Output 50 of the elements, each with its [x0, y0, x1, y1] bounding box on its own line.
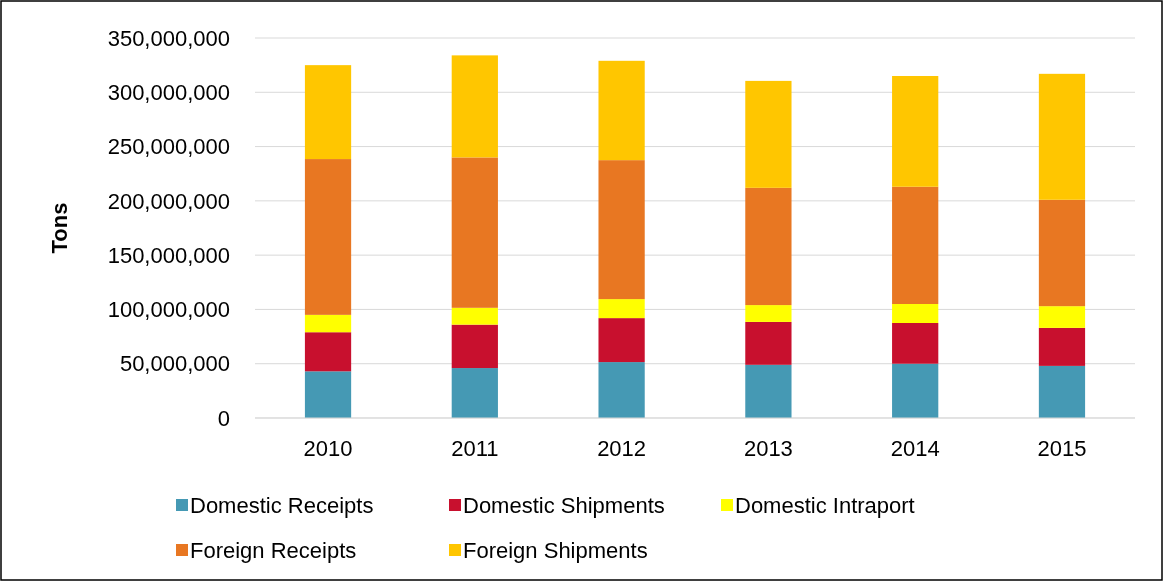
- legend-label: Domestic Shipments: [463, 492, 665, 518]
- bar: [451, 55, 498, 158]
- bar: [745, 305, 792, 322]
- y-axis-title: Tons: [47, 202, 72, 254]
- x-tick-label: 2010: [303, 436, 353, 461]
- bar: [304, 332, 352, 372]
- bar: [598, 318, 645, 363]
- bar: [892, 323, 939, 364]
- x-tick-label: 2013: [743, 436, 793, 461]
- bar: [304, 65, 352, 160]
- legend-label: Domestic Intraport: [735, 492, 915, 518]
- bar: [304, 159, 352, 315]
- y-tick-label: 250,000,000: [107, 134, 230, 160]
- y-tick-label: 50,000,000: [119, 351, 230, 377]
- bar: [745, 187, 792, 306]
- bar: [598, 362, 645, 418]
- bar: [745, 364, 792, 418]
- y-tick-label: 0: [217, 405, 230, 431]
- y-tick-label: 300,000,000: [107, 79, 230, 105]
- bar: [892, 363, 939, 418]
- bar: [892, 76, 939, 187]
- x-tick-label: 2012: [597, 436, 647, 461]
- legend-label: Foreign Shipments: [463, 537, 648, 563]
- y-tick-label: 100,000,000: [107, 297, 230, 323]
- bar: [1038, 73, 1086, 200]
- y-tick-label: 200,000,000: [107, 188, 230, 214]
- bar: [598, 60, 645, 161]
- bar: [598, 299, 645, 319]
- bar: [451, 307, 498, 325]
- bar: [304, 314, 352, 333]
- bar: [745, 80, 792, 188]
- bar: [1038, 365, 1086, 418]
- bar: [1038, 327, 1086, 366]
- bar: [745, 321, 792, 365]
- bar: [451, 157, 498, 308]
- y-tick-label: 150,000,000: [107, 242, 230, 268]
- bar: [598, 160, 645, 300]
- bar: [1038, 199, 1086, 307]
- bar: [1038, 306, 1086, 328]
- bar: [451, 368, 498, 418]
- legend-label: Domestic Receipts: [190, 492, 374, 518]
- bar: [892, 186, 939, 304]
- x-tick-label: 2014: [890, 436, 940, 461]
- bar: [304, 371, 352, 418]
- x-tick-label: 2015: [1037, 436, 1087, 461]
- legend-label: Foreign Receipts: [190, 537, 357, 563]
- bar: [892, 304, 939, 323]
- x-tick-label: 2011: [451, 436, 499, 461]
- y-tick-label: 350,000,000: [107, 25, 230, 51]
- bar: [451, 324, 498, 369]
